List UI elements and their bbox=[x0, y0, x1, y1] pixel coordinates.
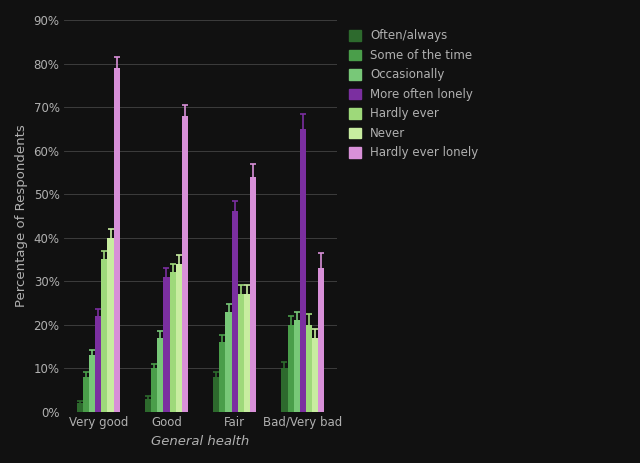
Bar bbox=[176, 263, 182, 412]
X-axis label: General health: General health bbox=[152, 435, 250, 448]
Bar bbox=[225, 312, 232, 412]
Bar bbox=[232, 212, 237, 412]
Bar bbox=[318, 268, 324, 412]
Bar bbox=[282, 368, 287, 412]
Bar bbox=[170, 272, 176, 412]
Bar bbox=[244, 294, 250, 412]
Bar bbox=[213, 377, 220, 412]
Bar bbox=[95, 316, 101, 412]
Bar bbox=[77, 403, 83, 412]
Y-axis label: Percentage of Respondents: Percentage of Respondents bbox=[15, 125, 28, 307]
Bar bbox=[101, 259, 108, 412]
Bar bbox=[294, 320, 300, 412]
Bar bbox=[250, 176, 256, 412]
Bar bbox=[163, 277, 170, 412]
Bar bbox=[306, 325, 312, 412]
Bar bbox=[145, 399, 151, 412]
Bar bbox=[287, 325, 294, 412]
Bar bbox=[114, 68, 120, 412]
Bar bbox=[108, 238, 114, 412]
Bar bbox=[83, 377, 89, 412]
Bar bbox=[157, 338, 163, 412]
Legend: Often/always, Some of the time, Occasionally, More often lonely, Hardly ever, Ne: Often/always, Some of the time, Occasion… bbox=[346, 26, 482, 163]
Bar bbox=[312, 338, 318, 412]
Bar bbox=[89, 355, 95, 412]
Bar bbox=[220, 342, 225, 412]
Bar bbox=[237, 294, 244, 412]
Bar bbox=[300, 129, 306, 412]
Bar bbox=[151, 368, 157, 412]
Bar bbox=[182, 116, 188, 412]
